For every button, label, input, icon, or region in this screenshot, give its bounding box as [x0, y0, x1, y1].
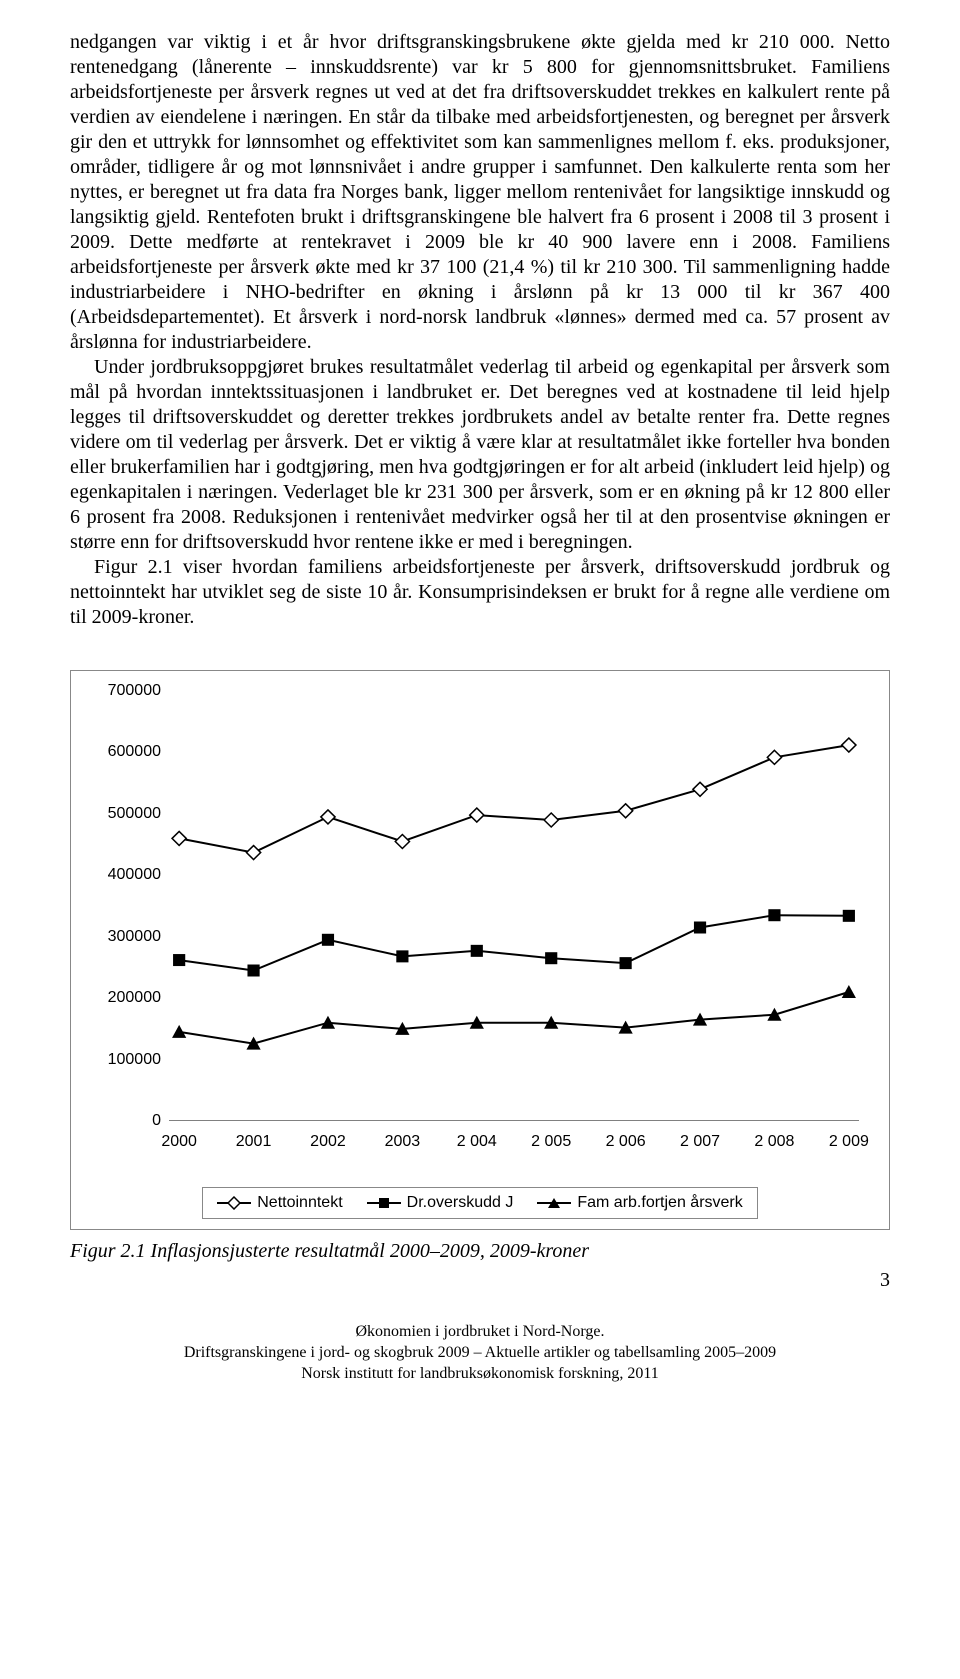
chart-plot: [169, 691, 859, 1121]
page: nedgangen var viktig i et år hvor drifts…: [0, 0, 960, 1414]
x-axis-label: 2001: [236, 1133, 272, 1151]
x-axis-label: 2 006: [606, 1133, 646, 1151]
legend-label: Fam arb.fortjen årsverk: [577, 1194, 742, 1212]
legend-nettoinntekt: Nettoinntekt: [217, 1194, 342, 1212]
x-axis-label: 2 009: [829, 1133, 869, 1151]
chart-legend: Nettoinntekt Dr.overskudd J Fam arb.fort…: [202, 1187, 758, 1219]
page-footer: Økonomien i jordbruket i Nord-Norge. Dri…: [70, 1322, 890, 1384]
y-axis-label: 500000: [91, 805, 161, 823]
legend-line-icon: [537, 1202, 571, 1204]
chart-area: 0100000200000300000400000500000600000700…: [91, 691, 869, 1171]
page-number: 3: [70, 1269, 890, 1292]
x-axis-label: 2 007: [680, 1133, 720, 1151]
legend-label: Dr.overskudd J: [407, 1194, 514, 1212]
legend-line-icon: [217, 1202, 251, 1204]
footer-line-1: Økonomien i jordbruket i Nord-Norge.: [70, 1322, 890, 1343]
y-axis-label: 700000: [91, 682, 161, 700]
square-filled-icon: [378, 1197, 390, 1209]
chart-container: 0 100000 200000 300000 400000 500000 600000 700…: [70, 670, 890, 1230]
y-axis-label: 0: [91, 1112, 161, 1130]
y-axis-label: 200000: [91, 989, 161, 1007]
legend-line-icon: [367, 1202, 401, 1204]
x-axis-label: 2 005: [531, 1133, 571, 1151]
footer-line-3: Norsk institutt for landbruksøkonomisk f…: [70, 1364, 890, 1385]
x-axis-label: 2003: [385, 1133, 421, 1151]
legend-droverskudd: Dr.overskudd J: [367, 1194, 514, 1212]
x-axis-label: 2002: [310, 1133, 346, 1151]
y-axis-label: 600000: [91, 743, 161, 761]
paragraph-1: nedgangen var viktig i et år hvor drifts…: [70, 30, 890, 355]
legend-label: Nettoinntekt: [257, 1194, 342, 1212]
y-axis-label: 400000: [91, 866, 161, 884]
x-axis-label: 2 004: [457, 1133, 497, 1151]
figure-caption: Figur 2.1 Inflasjonsjusterte resultatmål…: [70, 1240, 890, 1263]
paragraph-2: Under jordbruksoppgjøret brukes resultat…: [70, 355, 890, 555]
footer-line-2: Driftsgranskingene i jord- og skogbruk 2…: [70, 1343, 890, 1364]
line-chart-svg: [169, 691, 859, 1121]
legend-famarb: Fam arb.fortjen årsverk: [537, 1194, 742, 1212]
triangle-filled-icon: [547, 1197, 561, 1209]
y-axis-label: 100000: [91, 1051, 161, 1069]
y-axis-label: 300000: [91, 928, 161, 946]
paragraph-3: Figur 2.1 viser hvordan familiens arbeid…: [70, 555, 890, 630]
x-axis-label: 2000: [161, 1133, 197, 1151]
x-axis-label: 2 008: [754, 1133, 794, 1151]
diamond-open-icon: [227, 1196, 241, 1210]
